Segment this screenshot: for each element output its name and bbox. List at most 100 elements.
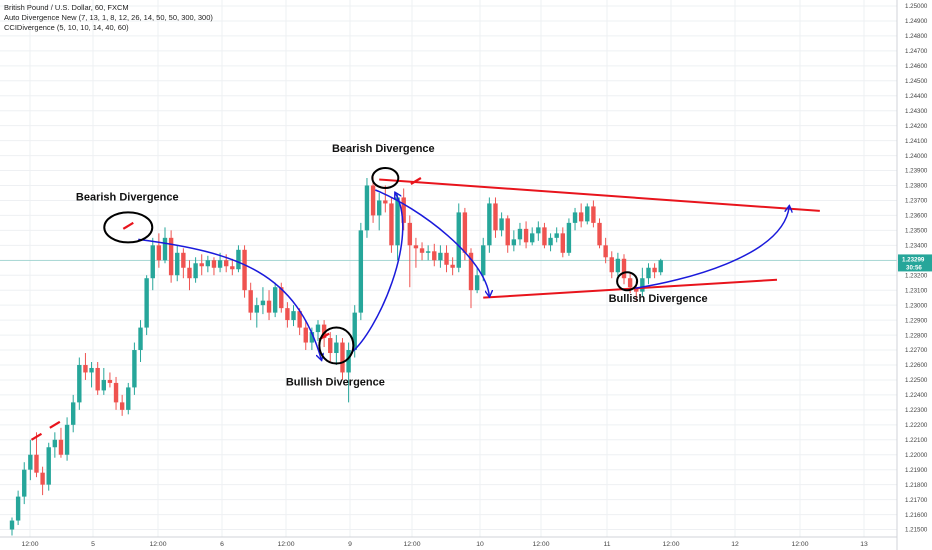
divergence-marker: [30, 432, 43, 441]
candle-body: [530, 233, 535, 243]
chart-legend: British Pound / U.S. Dollar, 60, FXCM Au…: [4, 3, 213, 33]
candle-body: [40, 472, 45, 485]
price-tick-label: 1.23500: [905, 228, 928, 235]
candle-body: [609, 257, 614, 273]
price-tick-label: 1.21500: [905, 527, 928, 534]
time-tick-label: 12:00: [662, 541, 679, 548]
candle-body: [205, 260, 211, 267]
candle-body: [652, 267, 657, 273]
price-tick-label: 1.23000: [905, 302, 928, 309]
indicator-auto-divergence[interactable]: Auto Divergence New (7, 13, 1, 8, 12, 26…: [4, 13, 213, 22]
arrow-bullish-2-projection: [635, 206, 789, 289]
candle-body: [254, 305, 259, 313]
candle-body: [542, 227, 547, 246]
current-price-label: 1.23299: [902, 256, 925, 263]
candle-body: [211, 260, 217, 268]
price-tick-label: 1.23900: [905, 168, 928, 175]
price-tick-label: 1.22700: [905, 347, 928, 354]
candle-body: [640, 278, 645, 292]
price-tick-label: 1.24200: [905, 123, 928, 130]
candle-body: [156, 245, 162, 261]
candle-body: [83, 364, 88, 373]
bullish-divergence-label: Bullish Divergence: [286, 377, 385, 389]
candle-body: [168, 237, 174, 276]
arrow-bullish-1-to-bearish-2: [350, 193, 404, 354]
candle-body: [321, 324, 327, 339]
candle-body: [407, 222, 412, 246]
candle-body: [248, 290, 253, 313]
drawing-overlay: Bearish Divergence Bullish Divergence Bear…: [76, 143, 820, 389]
candle-body: [279, 287, 284, 309]
price-tick-label: 1.24100: [905, 138, 928, 145]
candle-body: [291, 311, 296, 321]
candle-body: [15, 496, 21, 521]
candle-body: [266, 300, 272, 313]
price-tick-label: 1.21600: [905, 512, 928, 519]
price-tick-label: 1.24500: [905, 78, 928, 85]
candlesticks: [9, 173, 663, 536]
circle-bearish-1: [103, 211, 154, 244]
time-axis[interactable]: 12:00 5 12:00 6 12:00 9 12:00 10 12:00 11 12:00 12 1…: [0, 536, 897, 548]
candle-body: [487, 203, 492, 246]
price-tick-label: 1.24800: [905, 33, 928, 40]
trendline-upper: [379, 178, 820, 212]
bearish-divergence-label: Bearish Divergence: [76, 191, 179, 203]
candle-body: [162, 237, 168, 261]
bullish-divergence-label: Bullish Divergence: [609, 293, 708, 305]
symbol-title[interactable]: British Pound / U.S. Dollar, 60, FXCM: [4, 3, 129, 12]
time-tick-label: 13: [860, 541, 868, 548]
price-tick-label: 1.21900: [905, 467, 928, 474]
candle-body: [175, 252, 180, 276]
circle-bullish-1: [318, 326, 355, 365]
candle-body: [28, 454, 33, 470]
price-tick-label: 1.23200: [905, 272, 928, 279]
candle-body: [377, 200, 382, 216]
candle-body: [315, 324, 321, 333]
indicator-cci-divergence[interactable]: CCIDivergence (5, 10, 10, 14, 40, 60): [4, 23, 129, 32]
time-tick-label: 12:00: [149, 541, 166, 548]
time-tick-label: 5: [91, 541, 95, 548]
candle-body: [107, 379, 113, 383]
candle-body: [285, 308, 290, 321]
candle-body: [493, 203, 498, 231]
candle-body: [34, 454, 39, 473]
candle-body: [309, 332, 315, 343]
candle-body: [101, 379, 106, 391]
price-tick-label: 1.21800: [905, 482, 928, 489]
candle-body: [77, 364, 82, 403]
trendline-lower: [483, 278, 778, 299]
candle-body: [585, 206, 590, 222]
price-tick-label: 1.22500: [905, 377, 928, 384]
time-tick-label: 12: [731, 541, 739, 548]
price-axis[interactable]: 1.25000 1.24900 1.24800 1.24700 1.24600 1.245…: [896, 0, 932, 550]
candle-body: [413, 245, 419, 249]
candle-body: [303, 327, 308, 343]
candle-body: [383, 200, 388, 204]
candle-body: [297, 311, 302, 328]
price-axis-bg: [897, 0, 932, 550]
price-tick-label: 1.21700: [905, 497, 928, 504]
candle-body: [572, 212, 578, 223]
divergence-marker: [122, 221, 134, 230]
candle-body: [566, 222, 572, 253]
price-tick-label: 1.24700: [905, 48, 928, 55]
candle-body: [138, 327, 143, 351]
price-tick-label: 1.24300: [905, 108, 928, 115]
candle-body: [230, 266, 235, 270]
circle-bullish-2: [616, 271, 639, 292]
price-tick-label: 1.23700: [905, 198, 928, 205]
candle-body: [71, 402, 76, 425]
price-tick-label: 1.24900: [905, 18, 928, 25]
time-tick-label: 9: [348, 541, 352, 548]
candle-body: [352, 312, 357, 351]
candle-body: [260, 300, 266, 306]
candle-body: [236, 249, 241, 270]
candle-body: [560, 233, 565, 253]
candle-body: [126, 387, 131, 410]
price-tick-label: 1.23600: [905, 213, 928, 220]
candle-body: [224, 260, 229, 267]
candle-body: [370, 185, 376, 216]
candle-body: [578, 212, 584, 222]
candle-body: [554, 233, 559, 238]
